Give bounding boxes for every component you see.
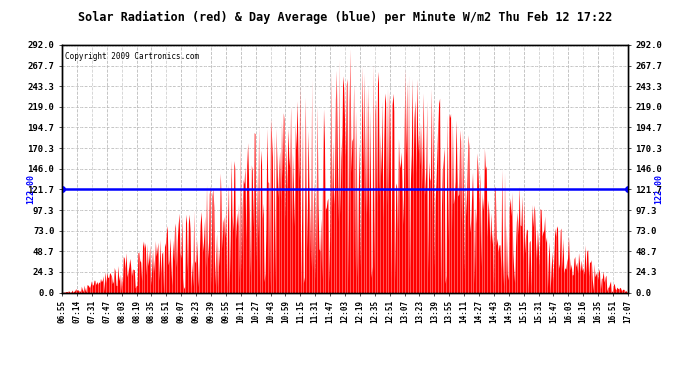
Text: Copyright 2009 Cartronics.com: Copyright 2009 Cartronics.com [65, 53, 199, 62]
Text: 122.00: 122.00 [26, 174, 35, 204]
Text: Solar Radiation (red) & Day Average (blue) per Minute W/m2 Thu Feb 12 17:22: Solar Radiation (red) & Day Average (blu… [78, 11, 612, 24]
Text: 122.00: 122.00 [655, 174, 664, 204]
